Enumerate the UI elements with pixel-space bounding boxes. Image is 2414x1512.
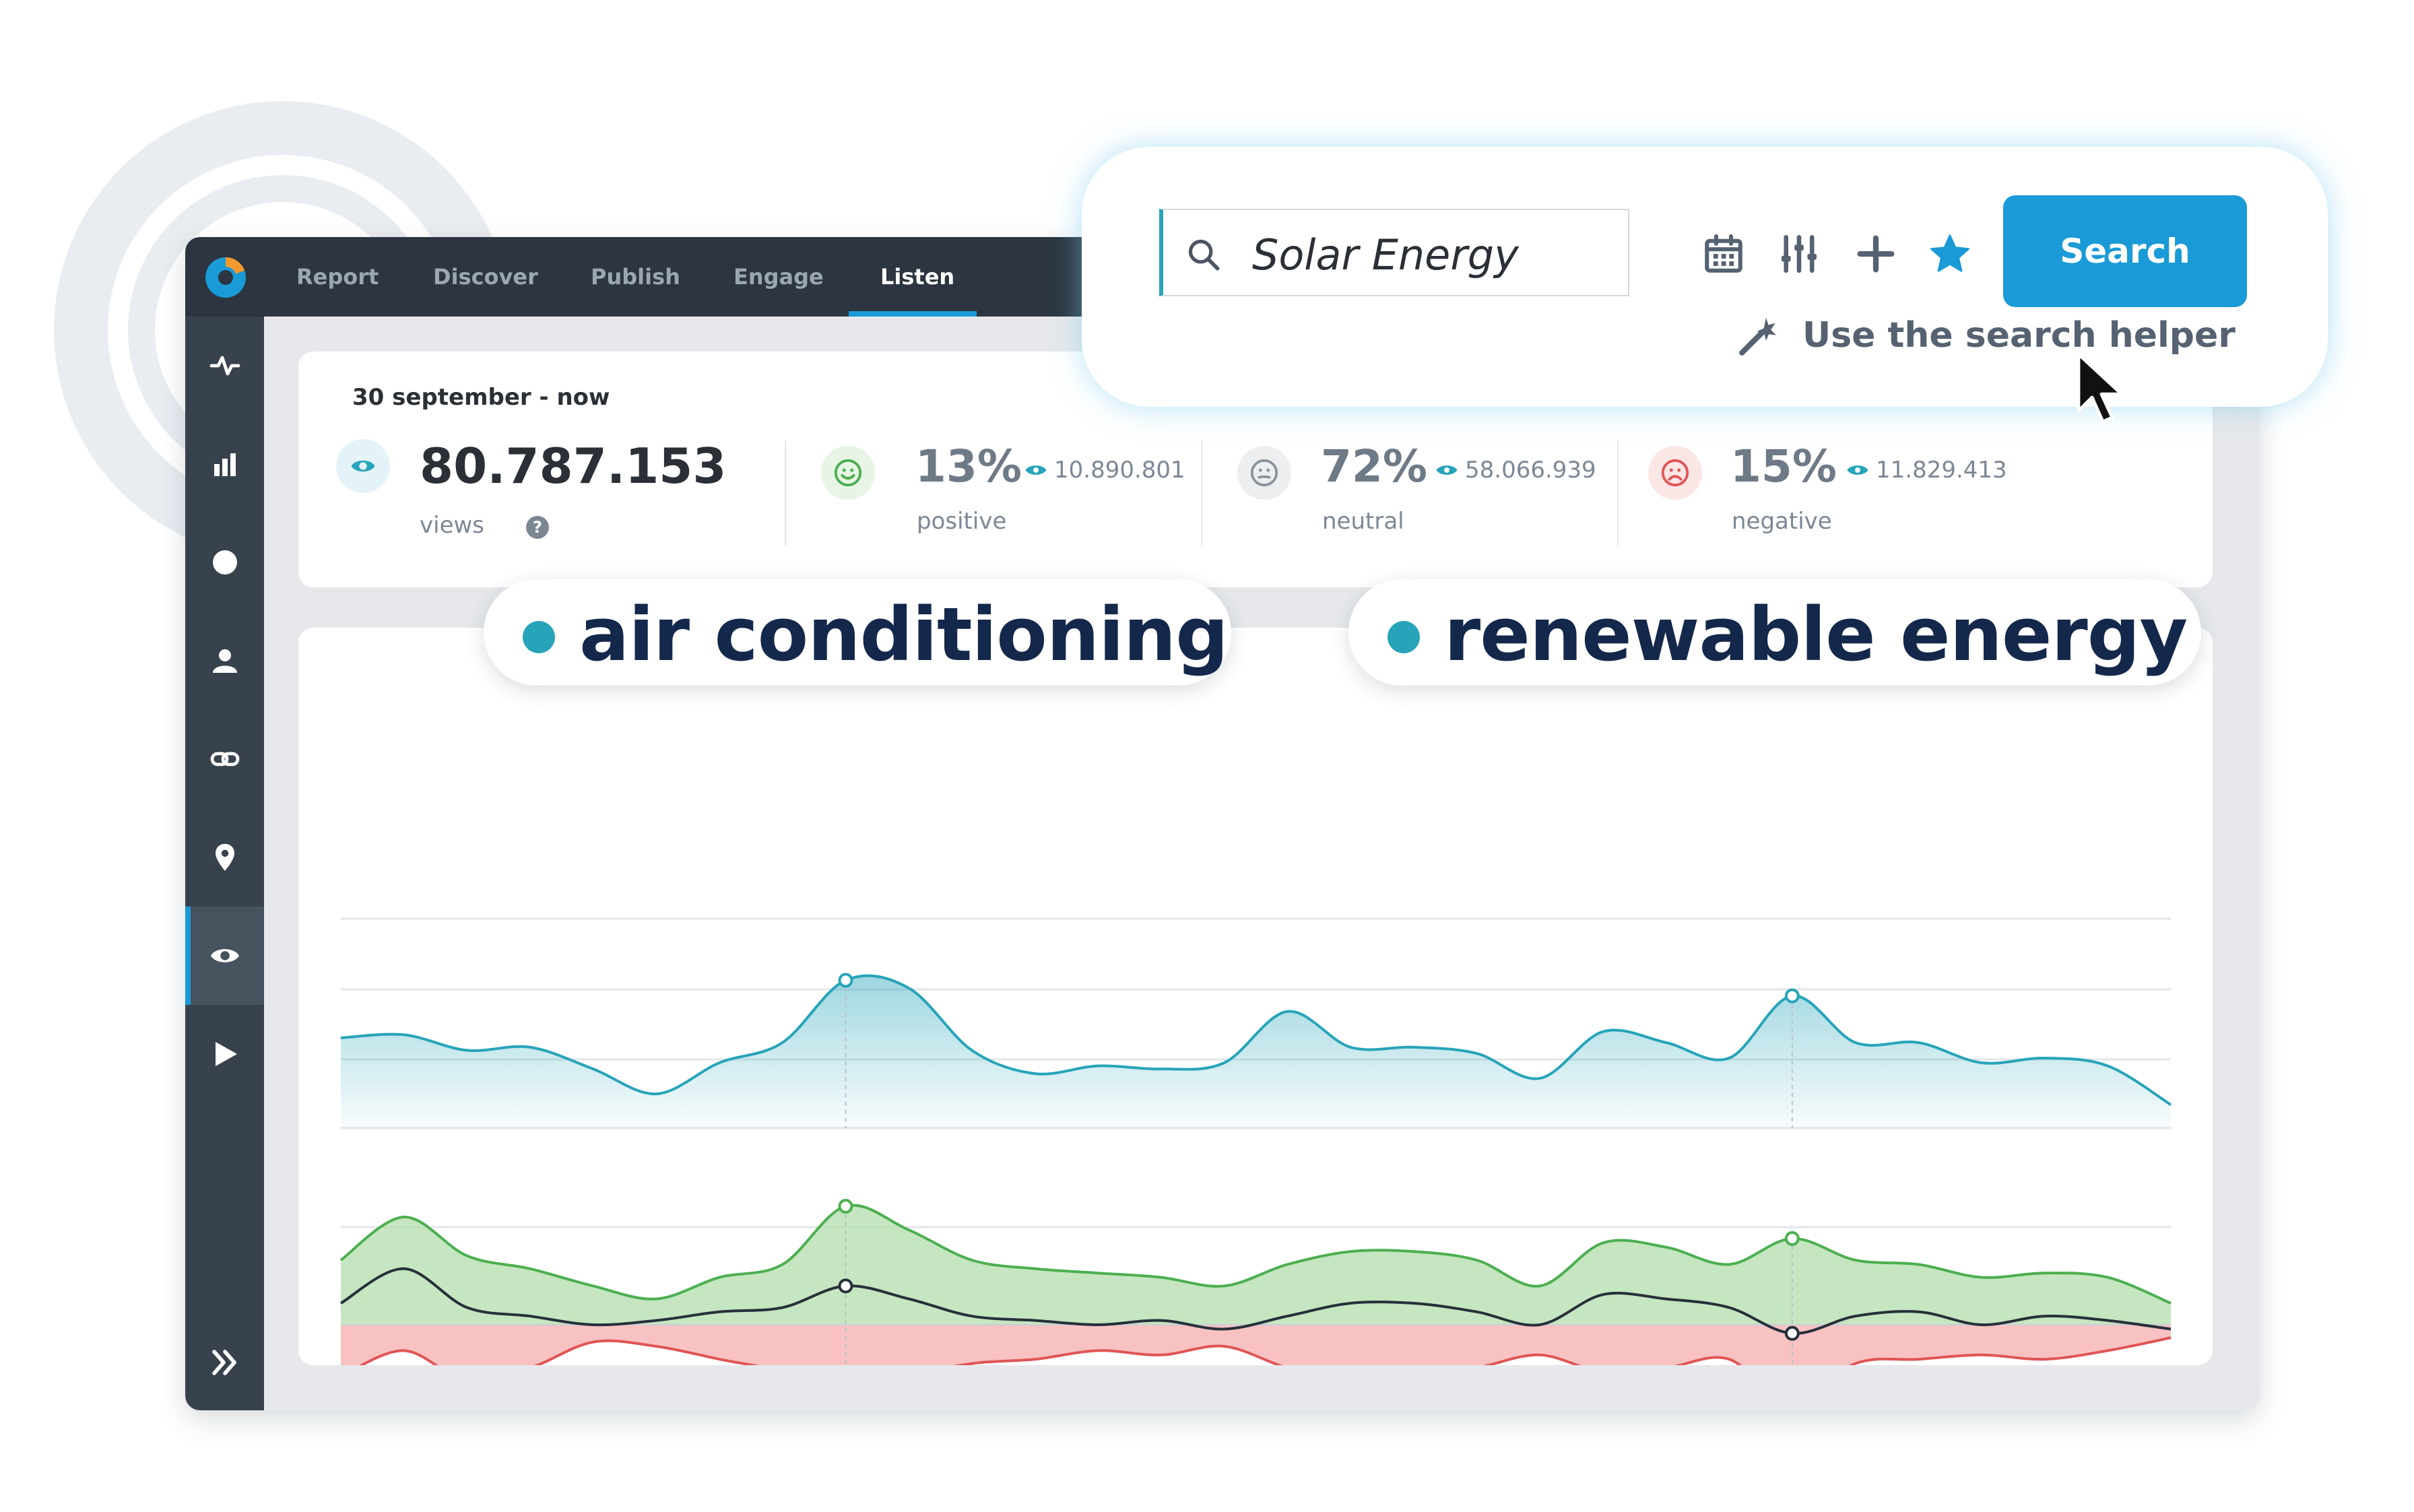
tab-publish[interactable]: Publish (591, 264, 680, 290)
neutral-face-icon (1237, 446, 1291, 500)
trend-charts (339, 917, 2172, 1365)
volume-line (340, 974, 2172, 1107)
positive-smiley-icon (821, 446, 875, 500)
sidebar-item-locations[interactable] (185, 808, 264, 907)
highlight-point (1784, 1325, 1800, 1341)
neutral-label: neutral (1322, 508, 1404, 535)
negative-percent: 15% (1730, 440, 1837, 492)
link-icon (210, 752, 239, 766)
sidebar-item-reports[interactable] (185, 415, 264, 513)
sidebar-item-activity[interactable] (185, 317, 264, 415)
positive-count: 10.890.801 (1054, 457, 1185, 484)
views-eye-icon (336, 439, 390, 493)
location-pin-icon (215, 844, 234, 871)
search-box[interactable] (1159, 209, 1629, 296)
positive-label: positive (917, 508, 1007, 535)
star-icon[interactable] (1928, 232, 1972, 276)
highlight-point (1784, 988, 1800, 1004)
topic-color-dot (523, 621, 555, 653)
highlight-point (838, 1199, 853, 1214)
search-icon (1188, 239, 1220, 271)
tab-listen[interactable]: Listen (880, 264, 955, 290)
eye-icon (1436, 465, 1458, 475)
topic-pill-renewable-energy[interactable]: renewable energy (1348, 579, 2201, 686)
neutral-line (339, 1267, 2172, 1335)
neutral-percent: 72% (1321, 440, 1427, 492)
positive-line (339, 1204, 2172, 1305)
tab-report[interactable]: Report (296, 264, 379, 290)
topic-color-dot (1388, 621, 1420, 653)
views-label: views (420, 512, 485, 539)
eye-icon (1847, 465, 1868, 475)
filter-sliders-icon[interactable] (1777, 232, 1821, 276)
sidebar-item-audience[interactable] (185, 612, 264, 710)
magic-wand-icon (1739, 317, 1777, 356)
sidebar-item-media[interactable] (185, 1005, 264, 1103)
topic-label: renewable energy (1444, 591, 2188, 678)
plus-icon[interactable] (1854, 232, 1898, 276)
sidebar-item-links[interactable] (185, 710, 264, 808)
tab-engage[interactable]: Engage (733, 264, 824, 290)
search-button[interactable]: Search (2003, 195, 2247, 307)
positive-area (341, 1205, 2171, 1325)
eye-icon (210, 949, 239, 962)
circle-icon (212, 550, 237, 574)
positive-percent: 13% (915, 440, 1022, 492)
double-chevron-right-icon (211, 1350, 236, 1375)
highlight-point (1784, 1231, 1800, 1246)
search-helper-link[interactable]: Use the search helper (1802, 315, 2236, 356)
app-window: Report Discover Publish Engage Listen (185, 237, 2260, 1410)
calendar-icon[interactable] (1701, 232, 1746, 276)
stat-divider (1617, 440, 1619, 546)
play-icon (215, 1042, 237, 1066)
negative-count: 11.829.413 (1876, 457, 2007, 484)
eye-icon (1025, 465, 1047, 475)
app-logo[interactable] (205, 257, 246, 298)
stat-divider (785, 440, 786, 546)
trend-chart-card (298, 628, 2213, 1365)
sidebar-expand-button[interactable] (185, 1313, 264, 1410)
sidebar-item-listen[interactable] (185, 907, 264, 1005)
negative-sad-face-icon (1648, 446, 1702, 500)
sidebar-item-overview[interactable] (185, 513, 264, 612)
sidebar (185, 317, 264, 1410)
user-icon (212, 649, 237, 673)
bar-chart-icon (214, 453, 236, 476)
negative-label: negative (1732, 508, 1832, 535)
search-input[interactable] (1251, 230, 1617, 279)
views-total: 80.787.153 (420, 438, 727, 494)
mouse-cursor-icon (2077, 352, 2124, 424)
highlight-point (838, 1278, 853, 1294)
date-range-label[interactable]: 30 september - now (352, 384, 610, 411)
highlight-point (838, 973, 853, 988)
topic-label: air conditioning (579, 591, 1229, 678)
volume-area (341, 975, 2171, 1128)
stat-divider (1201, 440, 1202, 546)
help-icon[interactable]: ? (526, 516, 549, 539)
activity-icon (209, 356, 240, 376)
search-panel: Search Use the search helper (1082, 147, 2328, 407)
active-tab-indicator (849, 311, 977, 317)
neutral-count: 58.066.939 (1465, 457, 1596, 484)
negative-area (341, 1325, 2171, 1365)
topic-pill-air-conditioning[interactable]: air conditioning (484, 579, 1231, 686)
tab-discover[interactable]: Discover (433, 264, 538, 290)
negative-line (358, 1336, 2172, 1365)
